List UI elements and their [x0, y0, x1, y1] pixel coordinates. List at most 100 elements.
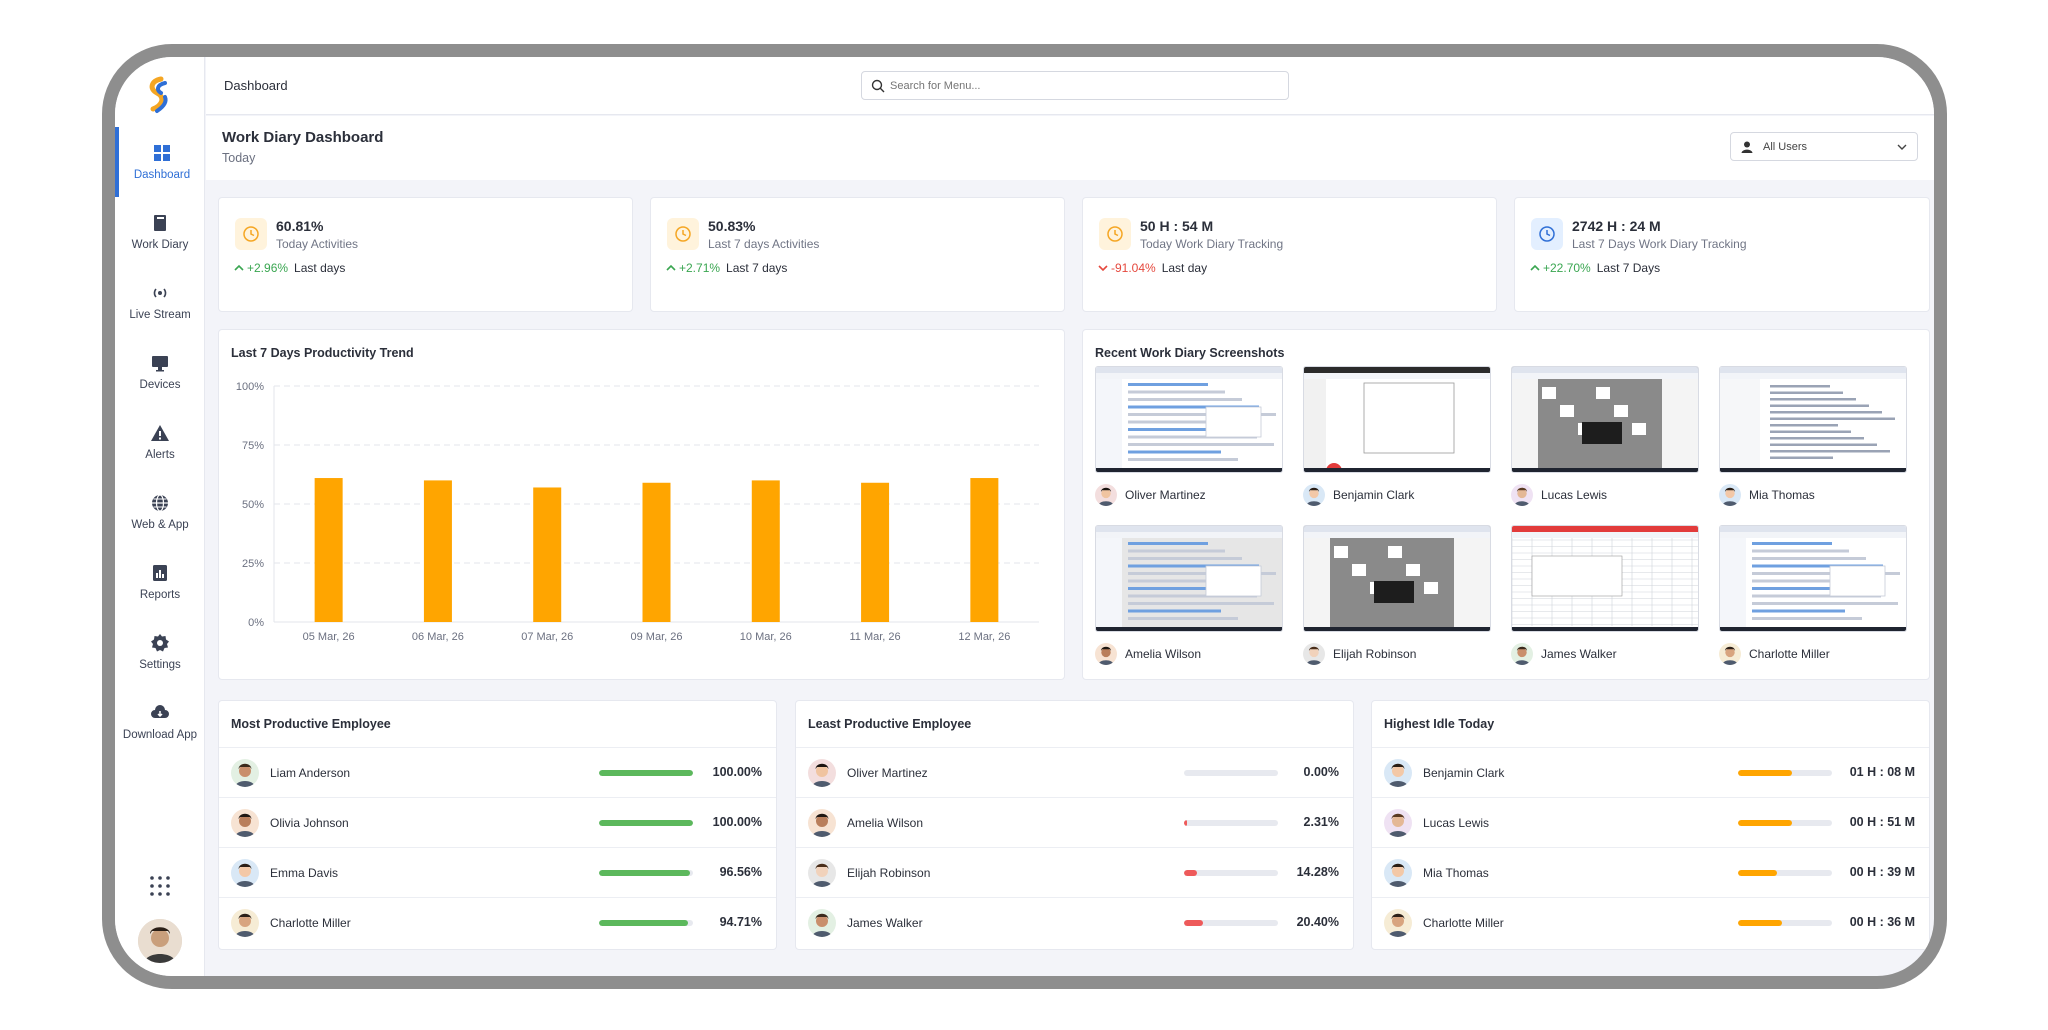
avatar-icon	[1511, 484, 1533, 506]
progress-bar	[599, 770, 693, 776]
list-item[interactable]: Charlotte Miller 94.71%	[219, 897, 776, 947]
list-item[interactable]: Benjamin Clark 01 H : 08 M	[1372, 747, 1929, 797]
avatar	[1384, 909, 1412, 937]
list-item[interactable]: Lucas Lewis 00 H : 51 M	[1372, 797, 1929, 847]
sidebar-item-alerts[interactable]: Alerts	[115, 407, 205, 477]
broadcast-icon	[153, 287, 167, 298]
screenshot-thumbnail[interactable]	[1303, 525, 1491, 632]
screenshot-thumbnail[interactable]	[1719, 366, 1907, 473]
recent-screenshots-card: Recent Work Diary Screenshots Oliver Mar…	[1082, 329, 1930, 680]
screenshot-thumbnail[interactable]	[1095, 366, 1283, 473]
sidebar-item-label: Reports	[139, 588, 181, 601]
search-box[interactable]	[861, 71, 1289, 100]
page-subtitle: Today	[222, 151, 256, 165]
apps-grid-icon[interactable]	[149, 875, 171, 897]
screenshot-user[interactable]: Elijah Robinson	[1303, 643, 1416, 665]
avatar	[1511, 643, 1533, 665]
progress-bar	[1738, 870, 1832, 876]
progress-bar-fill	[1738, 820, 1792, 826]
sidebar-item-settings[interactable]: Settings	[115, 617, 205, 687]
sidebar: Dashboard Work Diary Live Stream Devices…	[115, 57, 205, 976]
sidebar-item-dashboard[interactable]: Dashboard	[115, 127, 205, 197]
sidebar-item-label: Alerts	[145, 448, 175, 461]
employee-name: Lucas Lewis	[1423, 816, 1490, 830]
list-item[interactable]: James Walker 20.40%	[796, 897, 1353, 947]
stat-trend: -91.04% Last day	[1097, 261, 1207, 275]
cloud-download-icon	[151, 704, 169, 718]
screenshot-thumbnail[interactable]	[1095, 525, 1283, 632]
screenshot-thumbnail[interactable]	[1511, 366, 1699, 473]
user-avatar[interactable]	[138, 919, 182, 963]
screenshot-user[interactable]: Charlotte Miller	[1719, 643, 1830, 665]
search-input[interactable]	[890, 76, 1280, 96]
screenshot-thumbnail[interactable]	[1511, 525, 1699, 632]
screenshot-user[interactable]: Amelia Wilson	[1095, 643, 1201, 665]
employee-name: Amelia Wilson	[847, 816, 924, 830]
globe-icon	[152, 493, 168, 512]
progress-bar-fill	[1184, 820, 1187, 826]
screenshot-thumbnail[interactable]	[1303, 366, 1491, 473]
list-item[interactable]: Charlotte Miller 00 H : 36 M	[1372, 897, 1929, 947]
chart-bar[interactable]	[970, 478, 999, 622]
sidebar-item-label: Web & App	[131, 518, 189, 531]
list-item[interactable]: Oliver Martinez 0.00%	[796, 747, 1353, 797]
users-filter-label: All Users	[1763, 141, 1808, 153]
chart-bar[interactable]	[642, 482, 671, 622]
metric-value: 2.31%	[1303, 815, 1339, 829]
productivity-trend-chart: 0% 25% 50% 75% 100% 05 Mar, 26 06 Mar, 26 07 Ma…	[236, 381, 1039, 643]
screenshot-user[interactable]: Mia Thomas	[1719, 484, 1815, 506]
stat-value: 50 H : 54 M	[1140, 218, 1214, 234]
stat-icon-bg	[1531, 218, 1563, 250]
avatar	[1384, 759, 1412, 787]
screenshot-thumbnail[interactable]	[1719, 525, 1907, 632]
list-item[interactable]: Amelia Wilson 2.31%	[796, 797, 1353, 847]
list-item[interactable]: Liam Anderson 100.00%	[219, 747, 776, 797]
clock-icon	[243, 226, 259, 242]
users-filter-dropdown[interactable]: All Users	[1730, 132, 1918, 161]
list-item[interactable]: Mia Thomas 00 H : 39 M	[1372, 847, 1929, 897]
metric-value: 20.40%	[1296, 915, 1339, 929]
progress-bar	[599, 870, 693, 876]
sidebar-item-live-stream[interactable]: Live Stream	[115, 267, 205, 337]
clock-icon	[1107, 226, 1123, 242]
employee-name: James Walker	[847, 916, 923, 930]
stat-card-last-7-days-activities: 50.83% Last 7 days Activities +2.71% Las…	[650, 197, 1065, 312]
sidebar-item-web-app[interactable]: Web & App	[115, 477, 205, 547]
stat-trend-period: Last 7 days	[726, 261, 788, 275]
avatar-icon	[1384, 909, 1412, 937]
avatar-icon	[1303, 484, 1325, 506]
screenshot-user[interactable]: Oliver Martinez	[1095, 484, 1206, 506]
chart-bar[interactable]	[314, 478, 343, 622]
highest-idle-title: Highest Idle Today	[1384, 717, 1495, 731]
chart-x-tick-label: 05 Mar, 26	[303, 631, 355, 643]
chart-bar[interactable]	[423, 480, 452, 622]
sidebar-item-reports[interactable]: Reports	[115, 547, 205, 617]
brand-logo-icon[interactable]	[139, 75, 179, 115]
metric-value: 14.28%	[1296, 865, 1339, 879]
chart-y-tick-label: 25%	[242, 558, 264, 570]
list-item[interactable]: Emma Davis 96.56%	[219, 847, 776, 897]
avatar	[808, 809, 836, 837]
progress-bar	[599, 820, 693, 826]
sidebar-item-work-diary[interactable]: Work Diary	[115, 197, 205, 267]
chart-x-tick-label: 07 Mar, 26	[521, 631, 573, 643]
screenshot-user[interactable]: Lucas Lewis	[1511, 484, 1607, 506]
avatar-icon	[1511, 643, 1533, 665]
chart-bar[interactable]	[751, 480, 780, 622]
employee-name: Charlotte Miller	[270, 916, 351, 930]
screenshot-user[interactable]: James Walker	[1511, 643, 1617, 665]
avatar-icon	[1384, 759, 1412, 787]
stat-trend: +2.96% Last days	[233, 261, 345, 275]
search-icon	[871, 79, 885, 93]
screenshot-user[interactable]: Benjamin Clark	[1303, 484, 1414, 506]
chart-bar[interactable]	[861, 482, 890, 622]
sidebar-item-download-app[interactable]: Download App	[115, 687, 205, 757]
screenshot-image	[1096, 526, 1282, 631]
chart-bar[interactable]	[533, 487, 562, 622]
sidebar-item-devices[interactable]: Devices	[115, 337, 205, 407]
employee-name: Elijah Robinson	[847, 866, 931, 880]
user-icon	[1741, 141, 1753, 153]
employee-name: Benjamin Clark	[1423, 766, 1505, 780]
list-item[interactable]: Olivia Johnson 100.00%	[219, 797, 776, 847]
list-item[interactable]: Elijah Robinson 14.28%	[796, 847, 1353, 897]
